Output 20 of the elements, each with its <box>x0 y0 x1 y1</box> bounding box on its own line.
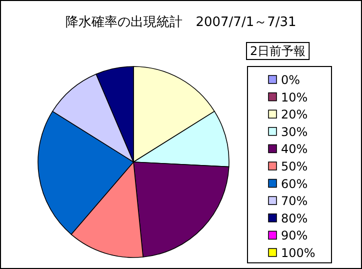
pie-slice <box>52 74 134 162</box>
legend-label: 70% <box>281 194 308 208</box>
pie-slice <box>70 162 144 258</box>
chart-title: 降水確率の出現統計 2007/7/1～7/31 <box>66 14 296 30</box>
legend-label: 40% <box>281 142 308 156</box>
legend-label: 20% <box>281 108 308 122</box>
legend-label: 10% <box>281 90 308 104</box>
legend-label: 80% <box>281 211 308 226</box>
legend-label: 50% <box>281 160 308 174</box>
legend-label: 0% <box>281 73 300 87</box>
legend-label: 100% <box>281 246 316 260</box>
pie-slice <box>133 162 230 258</box>
pie-slice <box>38 110 134 235</box>
legend-label: 30% <box>281 124 308 139</box>
pie-slice <box>133 110 230 168</box>
pie-slice <box>96 66 134 162</box>
legend-label: 60% <box>281 176 308 191</box>
legend-label: 90% <box>281 228 308 243</box>
legend-title: 2日前予報 <box>250 44 306 58</box>
pie-slice <box>133 66 215 162</box>
